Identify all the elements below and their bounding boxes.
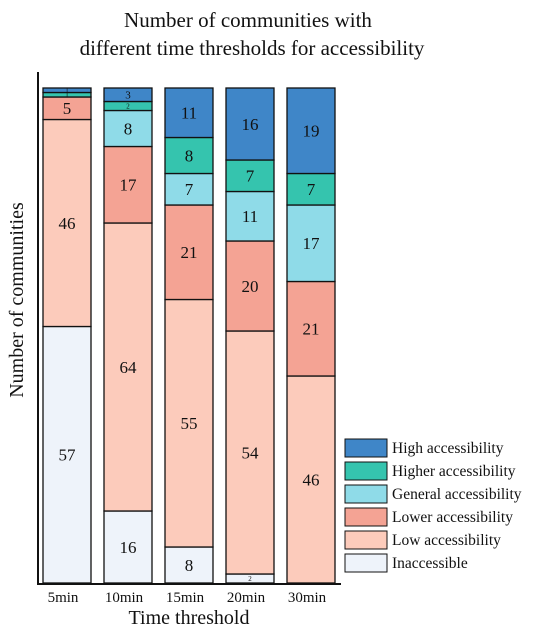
legend-swatch-general-accessibility: [344, 484, 388, 504]
bar-segment-10min-low-accessibility: [103, 222, 153, 512]
y-axis-title: Number of communities: [6, 202, 28, 398]
bar-segment-20min-high-accessibility: [225, 87, 275, 161]
bar-segment-30min-higher-accessibility: [286, 172, 336, 206]
bar-segment-30min-high-accessibility: [286, 87, 336, 175]
bar-value-label-10min-low-accessibility: 64: [120, 358, 138, 377]
chart-title-line-2: different time thresholds for accessibil…: [80, 36, 425, 60]
bar-value-label-30min-low-accessibility: 46: [303, 470, 320, 489]
bar-value-label-30min-lower-accessibility: 21: [303, 320, 320, 339]
bar-value-label-5min-high-accessibility: 1: [65, 87, 69, 95]
bar-value-label-15min-general-accessibility: 7: [185, 180, 194, 199]
bar-segment-10min-inaccessible: [103, 510, 153, 584]
bar-segment-30min-lower-accessibility: [286, 280, 336, 377]
bar-value-label-20min-high-accessibility: 16: [242, 115, 259, 134]
bar-value-label-5min-lower-accessibility: 5: [63, 99, 72, 118]
bar-value-label-10min-general-accessibility: 8: [124, 119, 133, 138]
bar-segment-15min-inaccessible: [164, 546, 214, 584]
bar-segment-30min-general-accessibility: [286, 204, 336, 283]
bar-value-label-5min-higher-accessibility: 1: [65, 91, 69, 99]
bar-value-label-20min-inaccessible: 2: [248, 575, 252, 583]
legend-swatch-inaccessible: [344, 553, 388, 573]
bar-segment-10min-high-accessibility: [103, 87, 153, 103]
bar-segment-20min-general-accessibility: [225, 190, 275, 242]
bar-segment-5min-inaccessible: [42, 325, 92, 584]
legend-label-low-accessibility: Low accessibility: [392, 532, 501, 549]
bar-value-label-5min-low-accessibility: 46: [59, 214, 76, 233]
bars-group: 5746511166417823855217811254201171646211…: [42, 87, 336, 584]
legend-swatch-low-accessibility: [344, 530, 388, 550]
bar-value-label-15min-lower-accessibility: 21: [181, 243, 198, 262]
bar-value-label-15min-low-accessibility: 55: [181, 414, 198, 433]
bar-segment-5min-high-accessibility: [42, 87, 92, 94]
bar-value-label-20min-low-accessibility: 54: [242, 443, 260, 462]
bar-value-label-10min-lower-accessibility: 17: [120, 176, 138, 195]
bar-segment-10min-general-accessibility: [103, 109, 153, 148]
bar-value-label-30min-higher-accessibility: 7: [307, 180, 316, 199]
bar-segment-15min-high-accessibility: [164, 87, 214, 139]
bar-value-label-10min-higher-accessibility: 2: [126, 102, 130, 110]
x-tick-label-20min: 20min: [227, 590, 266, 606]
legend-label-higher-accessibility: Higher accessibility: [392, 463, 516, 480]
bar-segment-15min-higher-accessibility: [164, 136, 214, 175]
legend-swatch-lower-accessibility: [344, 507, 388, 527]
bar-value-label-30min-high-accessibility: 19: [303, 122, 320, 141]
bar-value-label-15min-higher-accessibility: 8: [185, 146, 194, 165]
bar-value-label-15min-inaccessible: 8: [185, 556, 194, 575]
bar-segment-10min-lower-accessibility: [103, 145, 153, 224]
bar-segment-20min-lower-accessibility: [225, 240, 275, 332]
legend-swatch-high-accessibility: [344, 438, 388, 458]
legend-label-general-accessibility: General accessibility: [392, 486, 522, 503]
bar-value-label-20min-higher-accessibility: 7: [246, 167, 255, 186]
bar-value-label-15min-high-accessibility: 11: [181, 104, 197, 123]
x-tick-label-10min: 10min: [105, 590, 144, 606]
bar-value-label-20min-general-accessibility: 11: [242, 207, 258, 226]
chart-title-line-1: Number of communities with: [124, 8, 372, 32]
x-tick-label-15min: 15min: [166, 590, 205, 606]
x-axis-title: Time threshold: [129, 607, 250, 629]
x-tick-label-5min: 5min: [48, 590, 79, 606]
bar-value-label-10min-inaccessible: 16: [120, 538, 137, 557]
legend: High accessibility Higher accessibility Ge…: [344, 438, 522, 573]
bar-value-label-10min-high-accessibility: 3: [125, 90, 131, 102]
legend-label-high-accessibility: High accessibility: [392, 440, 504, 457]
legend-swatch-higher-accessibility: [344, 461, 388, 481]
bar-segment-15min-lower-accessibility: [164, 204, 214, 301]
x-tick-labels: 5min 10min 15min 20min 30min: [48, 590, 327, 606]
bar-value-label-20min-lower-accessibility: 20: [242, 277, 259, 296]
bar-value-label-5min-inaccessible: 57: [59, 446, 77, 465]
x-tick-label-30min: 30min: [288, 590, 327, 606]
bar-value-label-30min-general-accessibility: 17: [303, 234, 321, 253]
bar-segment-20min-higher-accessibility: [225, 159, 275, 193]
bar-segment-15min-low-accessibility: [164, 298, 214, 548]
bar-segment-20min-low-accessibility: [225, 330, 275, 575]
legend-label-inaccessible: Inaccessible: [392, 555, 468, 572]
bar-segment-30min-low-accessibility: [286, 375, 336, 584]
legend-label-lower-accessibility: Lower accessibility: [392, 509, 513, 526]
